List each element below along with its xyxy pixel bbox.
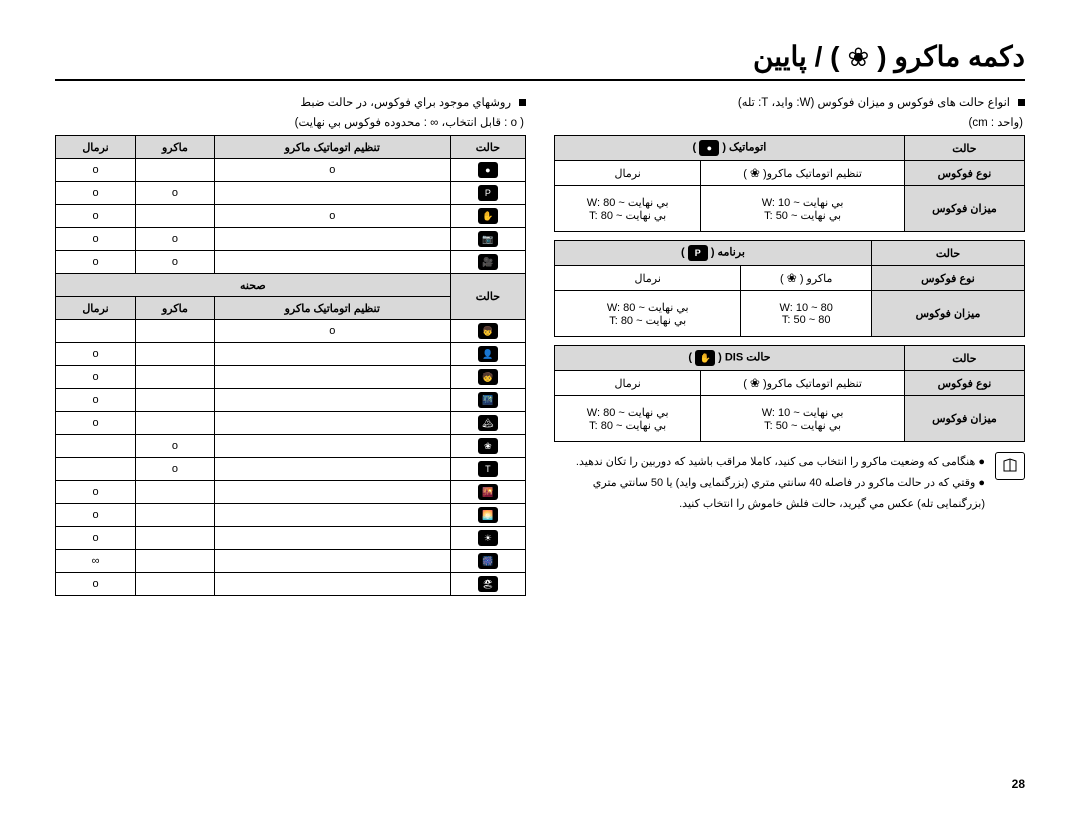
focus-range-table-2: حالتحالت DIS ( ✋ )نوع فوكوستنظيم اتوماتي… [554,345,1025,442]
note-2: ● وقتي كه در حالت ماكرو در فاصله 40 سانت… [554,473,985,515]
manual-page: دكمه ماكرو ( ❀ ) / پايين روشهاي موجود بر… [0,0,1080,815]
left-column: روشهاي موجود براي فوكوس، در حالت ضبط ( o… [55,95,526,604]
title-post: ) / پايين [753,40,840,73]
page-title: دكمه ماكرو ( ❀ ) / پايين [55,40,1025,81]
note-icon [995,452,1025,480]
left-heading: روشهاي موجود براي فوكوس، در حالت ضبط [55,95,526,109]
unit-label: (واحد : cm) [554,115,1023,129]
focus-range-table-1: حالتبرنامه ( P )نوع فوكوسماكرو ( ❀ )نرما… [554,240,1025,337]
flower-icon: ❀ [847,44,869,70]
title-pre: دكمه ماكرو ( [877,40,1025,73]
note-1: ● هنگامی كه وضعيت ماكرو را انتخاب می كني… [554,452,985,473]
focus-range-table-0: حالتاتوماتيک ( ● )نوع فوكوستنظيم اتوماتي… [554,135,1025,232]
right-column: انواع حالت های فوكوس و ميزان فوكوس (W: و… [554,95,1025,604]
right-heading: انواع حالت های فوكوس و ميزان فوكوس (W: و… [554,95,1025,109]
focus-methods-table: حالتتنظيم اتوماتيک ماكروماكرونرمال ●ooPo… [55,135,526,596]
left-legend: ( o : قابل انتخاب، ∞ : محدوده فوكوس بي ن… [55,115,524,129]
page-number: 28 [1012,777,1025,791]
notes-box: ● هنگامی كه وضعيت ماكرو را انتخاب می كني… [554,452,1025,515]
